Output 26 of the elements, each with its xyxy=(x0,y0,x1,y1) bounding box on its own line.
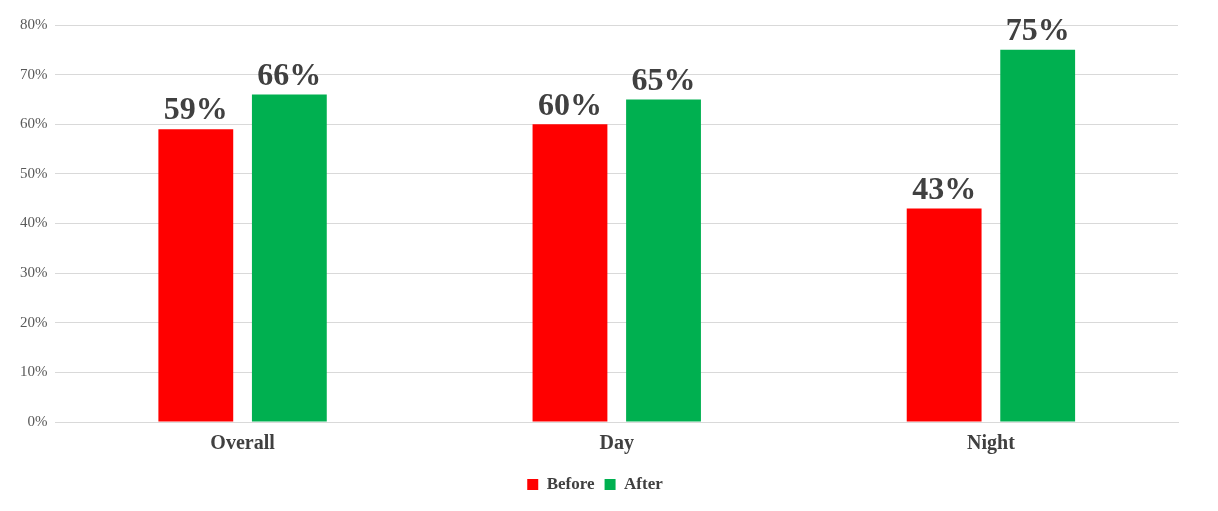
data-label: 75% xyxy=(1005,11,1070,48)
data-label: 59% xyxy=(163,90,228,127)
y-tick-label: 60% xyxy=(20,115,48,132)
y-tick-label: 80% xyxy=(20,15,48,32)
y-tick-label: 70% xyxy=(20,65,48,82)
x-tick-label: Overall xyxy=(210,431,276,454)
bar xyxy=(626,99,701,422)
data-label: 65% xyxy=(631,60,696,97)
bar xyxy=(532,124,608,422)
y-tick-label: 10% xyxy=(20,363,48,380)
y-tick-label: 40% xyxy=(20,214,48,231)
bar xyxy=(158,129,234,422)
bar xyxy=(1000,49,1076,422)
legend-label: After xyxy=(624,473,664,493)
data-label: 43% xyxy=(912,169,977,206)
data-label: 66% xyxy=(257,55,322,92)
x-tick-label: Night xyxy=(967,431,1016,455)
legend-label: Before xyxy=(546,473,596,493)
bar xyxy=(906,208,982,422)
y-tick-label: 20% xyxy=(20,313,48,330)
x-tick-label: Day xyxy=(599,431,634,455)
y-tick-label: 50% xyxy=(20,164,48,181)
data-label: 60% xyxy=(537,85,602,122)
y-tick-label: 0% xyxy=(27,412,48,429)
y-tick-label: 30% xyxy=(20,264,48,281)
bar xyxy=(251,94,327,422)
